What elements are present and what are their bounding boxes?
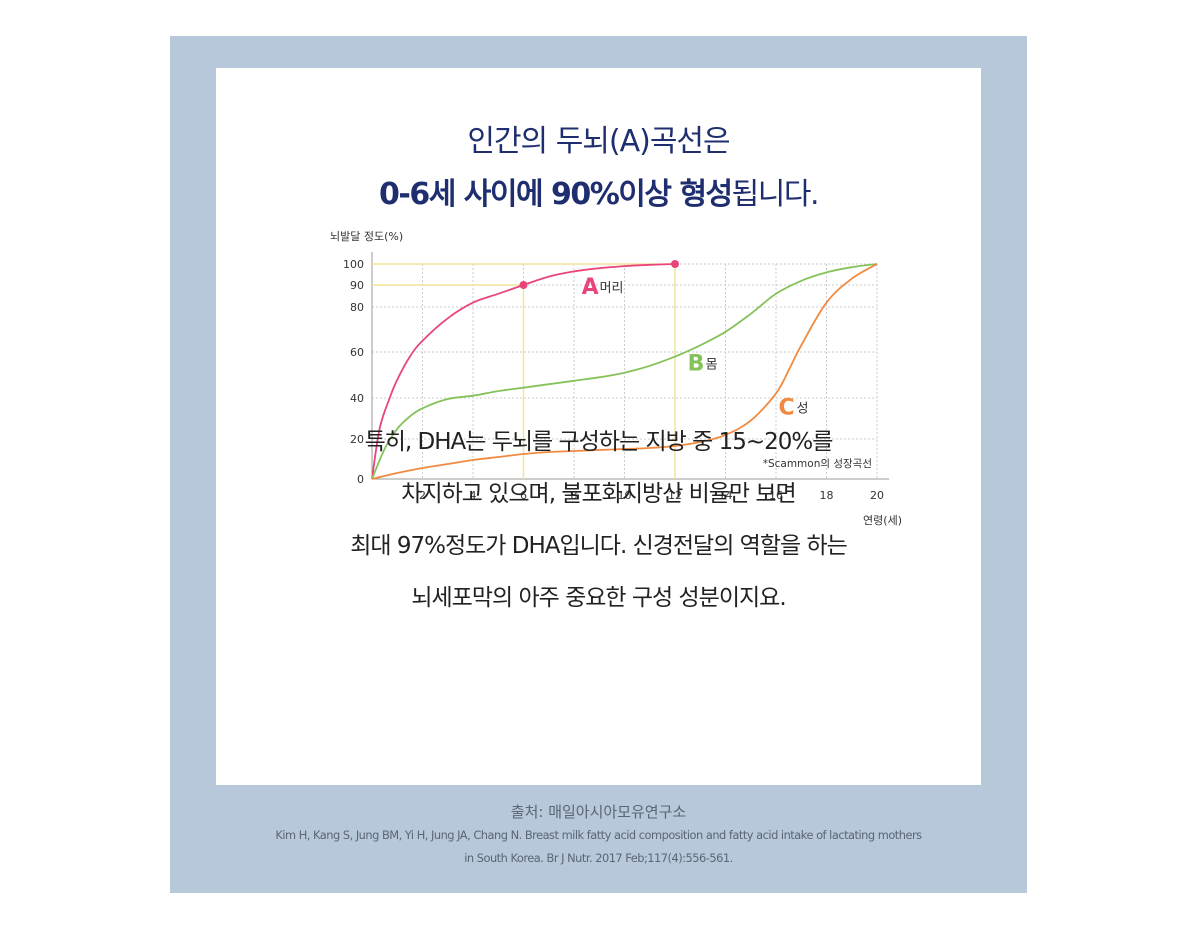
- series-letter-a: A: [582, 275, 599, 300]
- background-panel: 인간의 두뇌(A)곡선은 0-6세 사이에 90%이상 형성됩니다. 뇌발달 정…: [170, 36, 1027, 893]
- y-tick-label: 100: [343, 258, 364, 271]
- series-line-b: [371, 263, 878, 480]
- body-text-line-2: 차지하고 있으며, 불포화지방산 비율만 보면: [401, 481, 796, 507]
- body-text-line-4: 뇌세포막의 아주 중요한 구성 성분이지요.: [411, 585, 786, 611]
- heading-line-2: 0-6세 사이에 90%이상 형성됩니다.: [216, 169, 981, 213]
- x-tick-label: 18: [820, 489, 834, 502]
- x-tick-label: 14: [719, 489, 733, 502]
- series-letter-c: C: [779, 395, 795, 420]
- y-tick-label: 90: [350, 279, 364, 292]
- x-tick-label: 4: [470, 489, 477, 502]
- y-tick-label: 40: [350, 392, 364, 405]
- y-tick-label: 60: [350, 346, 364, 359]
- x-tick-label: 20: [870, 489, 884, 502]
- x-tick-label: 6: [520, 489, 527, 502]
- source-citation-line-2: in South Korea. Br J Nutr. 2017 Feb;117(…: [464, 851, 733, 865]
- series-letter-b: B: [688, 351, 705, 376]
- heading-line-2-bold: 0-6세 사이에 90%이상 형성: [379, 177, 733, 212]
- marker-point: [671, 260, 679, 268]
- source-citation-line-1: Kim H, Kang S, Jung BM, Yi H, Jung JA, C…: [275, 828, 922, 842]
- chart-source-note: *Scammon의 성장곡선: [763, 458, 872, 470]
- heading-line-1: 인간의 두뇌(A)곡선은: [467, 124, 730, 159]
- body-text-line-3: 최대 97%정도가 DHA입니다. 신경전달의 역할을 하는: [350, 533, 848, 559]
- marker-point: [519, 281, 528, 289]
- source-title: 출처: 매일아시아모유연구소: [510, 803, 687, 821]
- x-tick-label: 8: [571, 489, 578, 502]
- x-axis-label: 연령(세): [863, 514, 902, 527]
- y-axis-label: 뇌발달 정도(%): [330, 230, 403, 243]
- x-tick-label: 2: [419, 489, 426, 502]
- x-tick-label: 12: [668, 489, 682, 502]
- content-card: 인간의 두뇌(A)곡선은 0-6세 사이에 90%이상 형성됩니다. 뇌발달 정…: [216, 68, 981, 785]
- x-tick-label: 10: [618, 489, 632, 502]
- series-name-a: 머리: [600, 281, 624, 296]
- y-tick-label: 0: [357, 473, 364, 486]
- body-text-line-1: 특히, DHA는 두뇌를 구성하는 지방 중 15~20%를: [364, 429, 834, 455]
- y-tick-label: 20: [350, 433, 364, 446]
- series-line-c: [371, 263, 878, 480]
- series-name-c: 성: [797, 401, 809, 416]
- series-name-b: 몸: [706, 357, 718, 372]
- heading-line-2-rest: 됩니다.: [731, 177, 820, 212]
- series-line-a: [371, 263, 676, 480]
- growth-curve-chart: 뇌발달 정도(%) 연령(세) 0 20 40 60 80 90 100 2 4 6 8 10 12 14 16…: [330, 230, 902, 527]
- x-tick-label: 16: [769, 489, 783, 502]
- y-tick-label: 80: [350, 301, 364, 314]
